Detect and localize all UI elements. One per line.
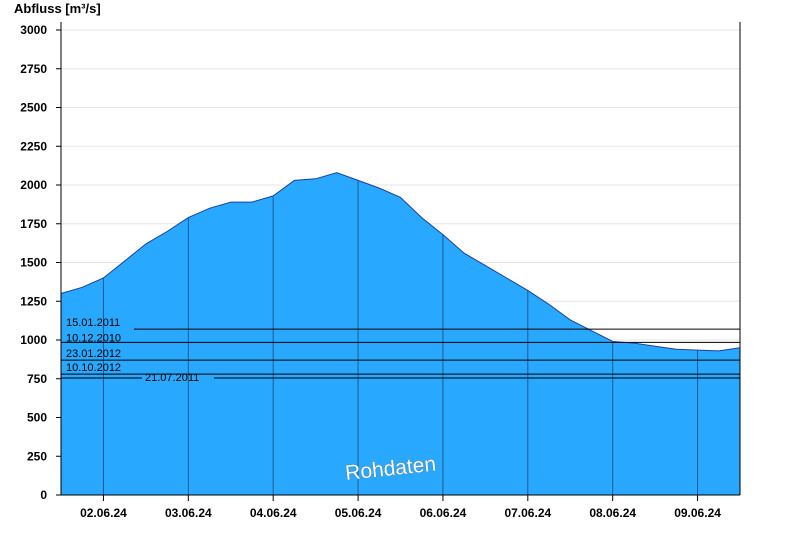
y-tick-label-3: 750 xyxy=(27,372,47,386)
x-tick-label-2: 04.06.24 xyxy=(250,506,297,520)
reference-label-2: 23.01.2012 xyxy=(66,348,121,360)
y-tick-label-4: 1000 xyxy=(20,333,47,347)
axes xyxy=(60,22,741,496)
y-tick-label-0: 0 xyxy=(40,488,47,502)
x-tick-label-3: 05.06.24 xyxy=(335,506,382,520)
y-tick-label-5: 1250 xyxy=(20,294,47,308)
day-separators xyxy=(102,180,699,495)
x-tick-label-5: 07.06.24 xyxy=(504,506,551,520)
y-tick-label-7: 1750 xyxy=(20,217,47,231)
discharge-area xyxy=(61,172,740,495)
x-tick-label-7: 09.06.24 xyxy=(674,506,721,520)
reference-label-4: 21.07.2011 xyxy=(145,372,199,384)
reference-label-1: 10.12.2010 xyxy=(66,332,121,344)
x-tick-label-4: 06.06.24 xyxy=(420,506,467,520)
y-tick-label-10: 2500 xyxy=(20,101,47,115)
y-tick-label-1: 250 xyxy=(27,449,47,463)
y-axis: 0 250 500 750 1000 1250 1500 1750 2000 2250 2500 27… xyxy=(20,23,61,502)
x-axis: 02.06.24 03.06.24 04.06.24 05.06.24 06.06.24… xyxy=(80,495,721,520)
y-tick-label-6: 1500 xyxy=(20,256,47,270)
y-tick-label-12: 3000 xyxy=(20,23,47,37)
y-tick-label-8: 2000 xyxy=(20,178,47,192)
y-tick-label-11: 2750 xyxy=(20,62,47,76)
y-axis-label: Abfluss [m³/s] xyxy=(14,1,101,16)
reference-label-3: 10.10.2012 xyxy=(66,362,121,374)
x-tick-label-6: 08.06.24 xyxy=(589,506,636,520)
reference-label-0: 15.01.2011 xyxy=(66,317,120,329)
y-tick-label-2: 500 xyxy=(27,411,47,425)
reference-lines: 15.01.2011 10.12.2010 23.01.2012 10.10.2012… xyxy=(61,317,740,384)
x-tick-label-1: 03.06.24 xyxy=(165,506,212,520)
x-tick-label-0: 02.06.24 xyxy=(80,506,127,520)
y-tick-label-9: 2250 xyxy=(20,139,47,153)
